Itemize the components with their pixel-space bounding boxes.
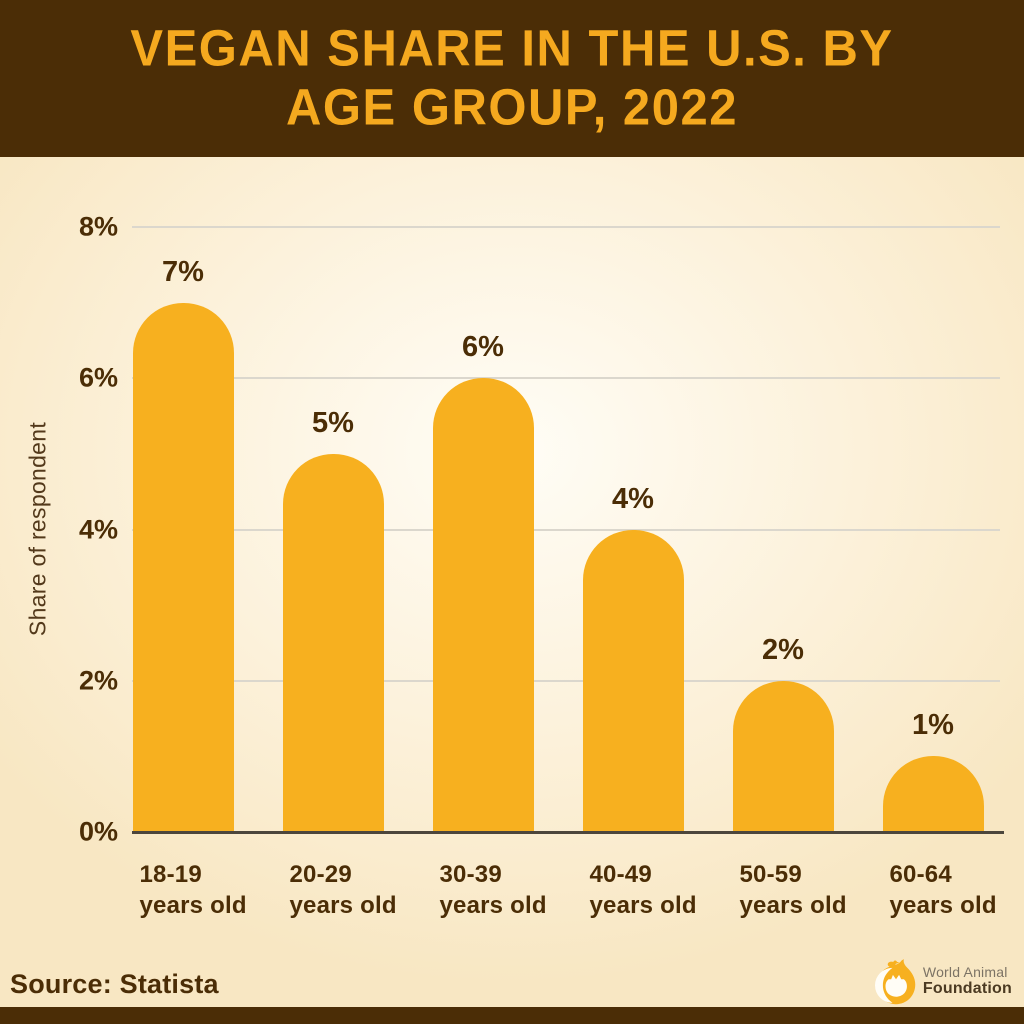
- gridline-2%: [132, 679, 1000, 682]
- bar-20-29: [282, 453, 384, 832]
- chart-title-line-2: AGE GROUP, 2022: [286, 79, 738, 136]
- title-banner: VEGAN SHARE IN THE U.S. BY AGE GROUP, 20…: [0, 0, 1024, 157]
- gridline-8%: [132, 226, 1000, 228]
- x-axis-line: [132, 831, 1004, 834]
- bar-value-label: 2%: [762, 633, 804, 666]
- y-tick-label-4%: 4%: [78, 514, 118, 544]
- y-tick-label-0%: 0%: [78, 816, 118, 847]
- y-tick-label-6%: 6%: [78, 362, 118, 393]
- y-tick-label-2%: 2%: [78, 665, 118, 696]
- bar-value-label: 4%: [612, 482, 654, 515]
- bar-value-label: 6%: [462, 331, 504, 364]
- logo-wordmark: World Animal Foundation: [922, 963, 1012, 998]
- y-tick-label-8%: 8%: [78, 211, 118, 242]
- bar-30-39: [432, 378, 534, 832]
- x-tick-label: 60-64 years old: [889, 861, 997, 919]
- chart-title-line-1: VEGAN SHARE IN THE U.S. BY: [130, 20, 894, 77]
- bar-value-label: 5%: [312, 406, 354, 439]
- logo-text-foundation: Foundation: [922, 979, 1012, 997]
- bottom-accent-strip: [0, 1007, 1024, 1024]
- bar-40-49: [582, 529, 684, 832]
- source-note: Source: Statista: [10, 969, 219, 999]
- bar-50-59: [732, 680, 834, 832]
- bar-18-19: [132, 302, 234, 832]
- bar-60-64: [882, 756, 984, 832]
- gridline-6%: [132, 377, 1000, 380]
- world-animal-foundation-logo: World Animal Foundation: [874, 957, 1012, 1005]
- x-tick-label: 40-49 years old: [589, 861, 697, 919]
- bar-value-label: 7%: [162, 255, 204, 288]
- world-animal-foundation-flame-icon: [874, 959, 916, 1005]
- x-tick-label: 20-29 years old: [289, 861, 397, 919]
- x-tick-label: 50-59 years old: [739, 861, 847, 919]
- x-tick-label: 18-19 years old: [139, 861, 247, 919]
- logo-text-world-animal: World Animal: [922, 963, 1008, 980]
- x-tick-label: 30-39 years old: [439, 861, 547, 919]
- y-axis-tick-labels: 8% 6% 4% 2% 0%: [0, 212, 118, 847]
- bar-value-label: 1%: [912, 709, 954, 742]
- bar-chart-plot-area: 7% 18-19 years old 5% 20-29 years old 6% 30-3…: [132, 226, 1004, 919]
- gridline-4%: [132, 528, 1000, 531]
